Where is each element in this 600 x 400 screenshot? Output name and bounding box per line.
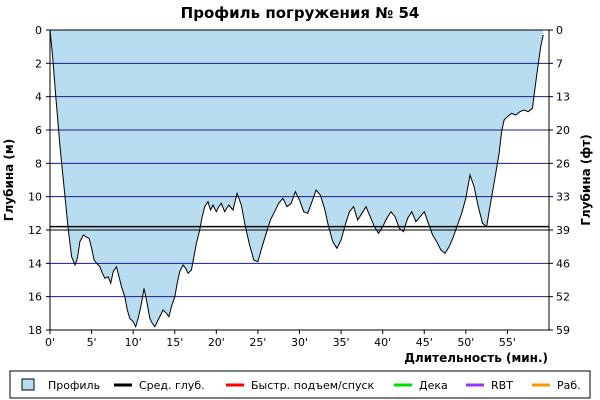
x-tick-label: 50' [457, 336, 474, 349]
x-tick-label: 25' [249, 336, 266, 349]
profile-line [49, 29, 544, 329]
left-tick-label: 6 [35, 124, 42, 137]
legend-label: Профиль [48, 379, 100, 392]
legend: Профиль Сред. глуб. Быстр. подъем/спуск Дек… [9, 370, 591, 399]
right-tick-label: 0 [556, 24, 563, 37]
left-tick-label: 10 [28, 191, 42, 204]
left-tick-label: 16 [28, 291, 42, 304]
legend-label: RBT [491, 379, 513, 392]
right-tick-label: 7 [556, 57, 563, 70]
left-tick-label: 8 [35, 157, 42, 170]
x-tick-label: 10' [125, 336, 142, 349]
legend-label: Дека [419, 379, 448, 392]
left-tick-label: 12 [28, 224, 42, 237]
left-tick-label: 18 [28, 324, 42, 337]
right-tick-label: 52 [556, 291, 570, 304]
x-tick-label: 20' [208, 336, 225, 349]
right-tick-label: 33 [556, 191, 570, 204]
x-axis-label: Длительность (мин.) [404, 351, 548, 365]
profile-line-layer [49, 29, 544, 329]
left-tick-label: 0 [35, 24, 42, 37]
x-tick-label: 45' [416, 336, 433, 349]
right-tick-label: 59 [556, 324, 570, 337]
chart-title: Профиль погружения № 54 [181, 4, 420, 22]
legend-box [9, 370, 591, 399]
right-y-axis-ticks: 0 7 13 20 26 33 39 46 52 59 [549, 24, 570, 337]
legend-label: Раб. [557, 379, 581, 392]
x-tick-label: 15' [166, 336, 183, 349]
x-tick-label: 0' [45, 336, 55, 349]
left-tick-label: 4 [35, 91, 42, 104]
legend-label: Быстр. подъем/спуск [251, 379, 375, 392]
profile-area-layer [50, 30, 544, 327]
legend-swatch-profile [21, 378, 35, 391]
right-tick-label: 13 [556, 91, 570, 104]
x-tick-label: 35' [333, 336, 350, 349]
right-tick-label: 39 [556, 224, 570, 237]
x-tick-label: 5' [87, 336, 97, 349]
average-depth-layer [50, 225, 549, 231]
x-tick-label: 55' [499, 336, 516, 349]
left-tick-label: 2 [35, 57, 42, 70]
left-tick-label: 14 [28, 257, 42, 270]
right-y-axis-label: Глубина (фт) [579, 134, 593, 225]
legend-label: Сред. глуб. [139, 379, 205, 392]
x-axis-ticks: 0' 5' 10' 15' 20' 25' 30' 35' 40' 45' 50' 55' [45, 330, 516, 349]
right-tick-label: 26 [556, 157, 570, 170]
left-y-axis-label: Глубина (м) [2, 139, 16, 221]
right-tick-label: 20 [556, 124, 570, 137]
profile-area [50, 30, 544, 327]
right-tick-label: 46 [556, 257, 570, 270]
left-y-axis-ticks: 0 2 4 6 8 10 12 14 16 18 [28, 24, 50, 337]
x-tick-label: 40' [374, 336, 391, 349]
x-tick-label: 30' [291, 336, 308, 349]
